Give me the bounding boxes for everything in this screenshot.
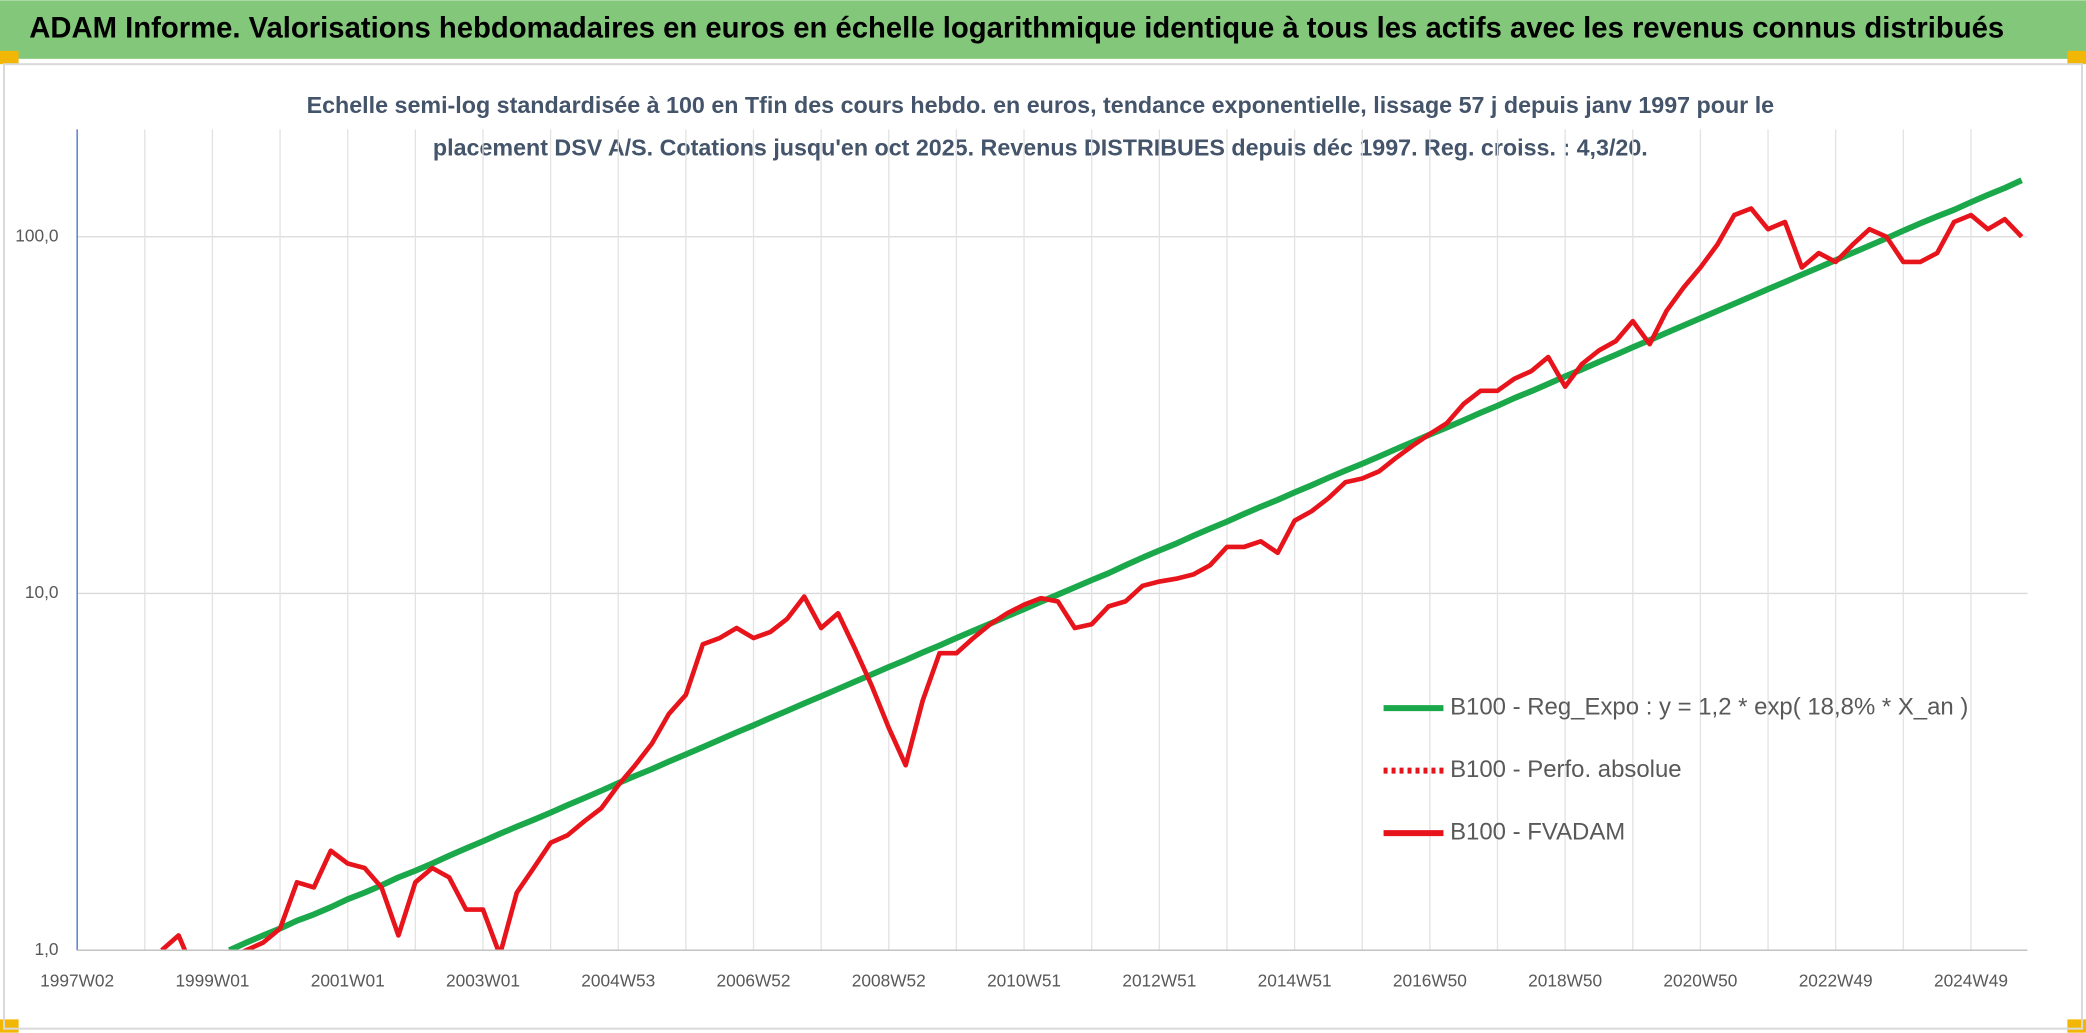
grid: 1,0 10,0 100,0 1997W02 1999W01 2001W01 2003W01… [15, 129, 2028, 991]
corner-mark [2067, 50, 2086, 65]
y-tick-label: 10,0 [25, 582, 59, 602]
legend-label: B100 - Reg_Expo : y = 1,2 * exp( 18,8% *… [1450, 693, 1968, 720]
x-tick-label: 2022W49 [1799, 971, 1873, 991]
series-line [160, 206, 2024, 951]
x-tick-label: 2020W50 [1663, 971, 1737, 991]
x-tick-label: 1997W02 [40, 971, 114, 991]
x-tick-label: 2012W51 [1122, 971, 1196, 991]
x-tick-label: 2014W51 [1258, 971, 1332, 991]
series-line [228, 177, 2023, 951]
x-tick-label: 2018W50 [1528, 971, 1602, 991]
chart-subtitle: placement DSV A/S. Cotations jusqu'en oc… [433, 134, 1648, 160]
chart-subtitle: Echelle semi-log standardisée à 100 en T… [307, 92, 1775, 118]
y-tick-label: 1,0 [35, 939, 59, 959]
corner-mark [0, 1019, 19, 1033]
x-tick-label: 2003W01 [446, 971, 520, 991]
y-tick-label: 100,0 [15, 225, 58, 245]
plot-area [160, 177, 2024, 951]
x-tick-label: 2001W01 [311, 971, 385, 991]
corner-mark [2067, 1019, 2086, 1033]
legend-label: B100 - FVADAM [1450, 818, 1625, 845]
x-tick-label: 2008W52 [852, 971, 926, 991]
x-tick-label: 2024W49 [1934, 971, 2008, 991]
legend-label: B100 - Perfo. absolue [1450, 756, 1682, 783]
x-tick-label: 1999W01 [175, 971, 249, 991]
x-tick-label: 2004W53 [581, 971, 655, 991]
x-tick-label: 2016W50 [1393, 971, 1467, 991]
x-tick-label: 2006W52 [717, 971, 791, 991]
header-band [0, 0, 2086, 59]
corner-mark [0, 50, 19, 65]
x-tick-label: 2010W51 [987, 971, 1061, 991]
legend: B100 - Reg_Expo : y = 1,2 * exp( 18,8% *… [1383, 693, 1968, 845]
chart-frame [2, 63, 2084, 1030]
page-title: ADAM Informe. Valorisations hebdomadaire… [29, 12, 2004, 44]
